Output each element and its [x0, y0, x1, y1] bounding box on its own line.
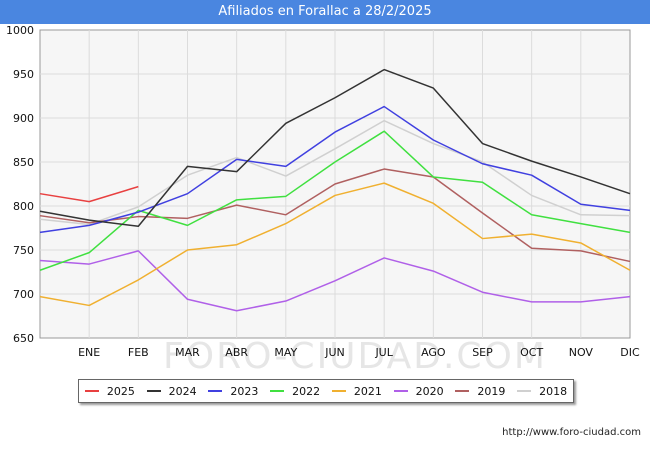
y-tick-label: 700	[13, 288, 34, 301]
legend-swatch	[270, 390, 285, 392]
legend-swatch	[517, 390, 532, 392]
legend-swatch	[146, 390, 161, 392]
legend-item-2020: 2020	[393, 384, 444, 398]
x-tick-label: JUL	[374, 346, 393, 359]
x-tick-label: JUN	[324, 346, 345, 359]
series-line-2018	[39, 119, 631, 226]
y-tick-label: 750	[13, 244, 34, 257]
x-tick-label: DIC	[620, 346, 640, 359]
legend-label: 2021	[353, 384, 382, 398]
x-tick-label: OCT	[520, 346, 543, 359]
x-tick-label: MAR	[175, 346, 200, 359]
legend-item-2024: 2024	[146, 384, 197, 398]
watermark: FORO-CIUDAD.COM	[163, 336, 547, 377]
legend-swatch	[393, 390, 408, 392]
series-line-2019	[39, 168, 631, 263]
legend-label: 2024	[168, 384, 197, 398]
footer-url[interactable]: http://www.foro-ciudad.com	[502, 427, 641, 438]
legend-item-2021: 2021	[331, 384, 382, 398]
title-bar	[0, 0, 650, 24]
y-tick-label: 800	[13, 200, 34, 213]
legend-label: 2019	[477, 384, 506, 398]
series-line-2021	[39, 182, 631, 307]
series-line-2020	[39, 250, 631, 312]
series-line-2022	[39, 130, 631, 271]
x-tick-label: MAY	[274, 346, 297, 359]
x-tick-label: AGO	[421, 346, 446, 359]
legend-label: 2020	[415, 384, 444, 398]
series-line-2023	[39, 105, 631, 234]
y-tick-label: 850	[13, 156, 34, 169]
x-tick-label: FEB	[128, 346, 149, 359]
legend-item-2022: 2022	[270, 385, 320, 398]
legend-label: 2023	[230, 384, 259, 398]
legend-swatch	[84, 390, 99, 392]
series-line-2024	[39, 68, 631, 227]
legend-item-2019: 2019	[455, 385, 505, 398]
chart-title: Afiliados en Forallac a 28/2/2025	[218, 4, 432, 19]
series-line-2025	[39, 185, 139, 203]
chart-area: FORO-CIUDAD.COM 650 700 750 800 850 900 950 1000…	[6, 24, 640, 377]
legend-item-2025: 2025	[84, 384, 135, 398]
y-tick-label: 1000	[6, 24, 34, 37]
y-tick-label: 650	[13, 332, 34, 345]
legend-label: 2022	[292, 384, 321, 398]
legend-swatch	[208, 390, 223, 392]
x-tick-label: ABR	[225, 346, 248, 359]
y-tick-label: 950	[13, 68, 34, 81]
legend-swatch	[331, 390, 346, 392]
legend-item-2018: 2018	[517, 385, 567, 398]
legend-swatch	[455, 390, 470, 392]
legend-label: 2018	[539, 384, 568, 398]
legend: 2025 2024 2023 2022 2021 2020 2019 2018	[78, 379, 574, 403]
y-tick-label: 900	[13, 112, 34, 125]
legend-label: 2025	[106, 384, 135, 398]
x-tick-label: ENE	[78, 346, 100, 359]
x-tick-label: SEP	[472, 346, 493, 359]
x-tick-label: NOV	[569, 346, 594, 359]
legend-item-2023: 2023	[208, 385, 258, 398]
